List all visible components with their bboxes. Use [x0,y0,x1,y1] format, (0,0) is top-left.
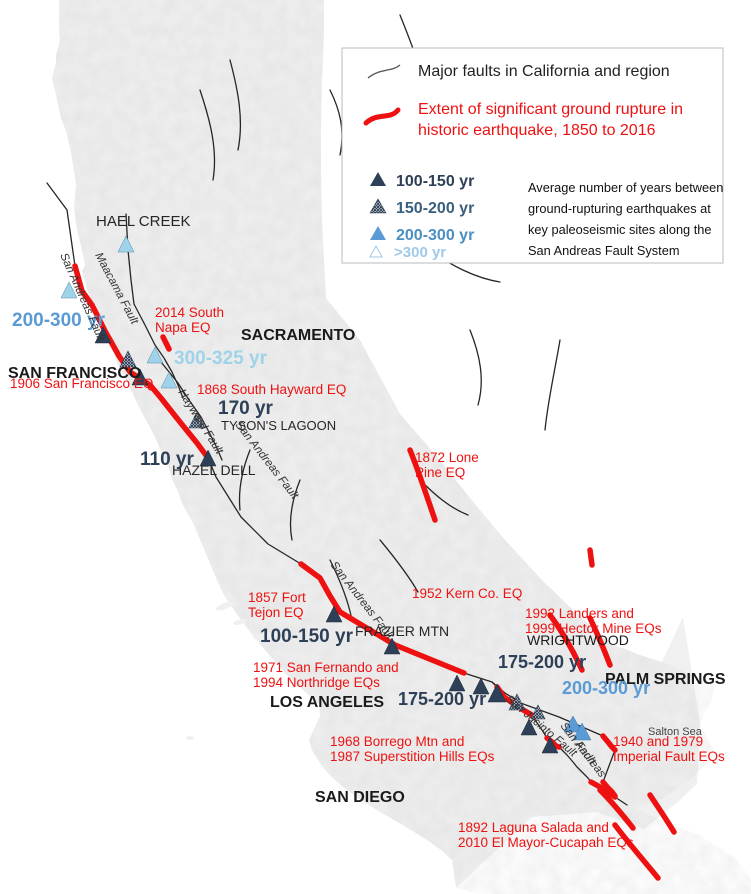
svg-text:170 yr: 170 yr [218,398,274,419]
svg-text:1906 San Francisco EQ: 1906 San Francisco EQ [10,376,153,391]
svg-text:>300 yr: >300 yr [394,244,446,261]
svg-text:SAN DIEGO: SAN DIEGO [315,789,405,806]
svg-text:Napa EQ: Napa EQ [155,320,211,335]
svg-text:2014 South: 2014 South [155,305,224,320]
svg-text:100-150 yr: 100-150 yr [260,626,354,647]
svg-text:1971 San Fernando and: 1971 San Fernando and [253,660,399,675]
svg-text:175-200 yr: 175-200 yr [398,689,486,709]
svg-text:Tejon EQ: Tejon EQ [248,605,304,620]
svg-text:Major faults in California and: Major faults in California and region [418,63,670,80]
svg-text:1952 Kern Co. EQ: 1952 Kern Co. EQ [412,586,522,601]
svg-text:ground-rupturing earthquakes a: ground-rupturing earthquakes at [528,201,711,216]
svg-text:HAEL CREEK: HAEL CREEK [96,213,190,230]
svg-text:Extent of significant ground r: Extent of significant ground rupture in [418,101,683,118]
svg-text:110 yr: 110 yr [140,449,194,470]
svg-text:1994 Northridge EQs: 1994 Northridge EQs [253,675,380,690]
svg-text:FRAZIER MTN: FRAZIER MTN [355,623,449,639]
svg-text:1968 Borrego Mtn and: 1968 Borrego Mtn and [330,734,464,749]
svg-text:key paleoseismic sites along t: key paleoseismic sites along the [528,222,712,237]
svg-text:Average number of years betwee: Average number of years between [528,180,723,195]
svg-text:100-150 yr: 100-150 yr [396,173,474,190]
svg-text:1872 Lone: 1872 Lone [415,450,479,465]
svg-text:175-200 yr: 175-200 yr [498,652,586,672]
svg-text:1987 Superstition Hills EQs: 1987 Superstition Hills EQs [330,749,495,764]
svg-text:Pine EQ: Pine EQ [415,465,465,480]
svg-text:historic earthquake, 1850 to 2: historic earthquake, 1850 to 2016 [418,122,656,139]
svg-text:1857 Fort: 1857 Fort [248,590,306,605]
svg-text:200-300 yr: 200-300 yr [562,678,650,698]
svg-text:1999 Hector Mine EQs: 1999 Hector Mine EQs [525,621,662,636]
svg-text:1892 Laguna Salada and: 1892 Laguna Salada and [458,820,609,835]
svg-text:1992 Landers and: 1992 Landers and [525,606,634,621]
svg-text:SACRAMENTO: SACRAMENTO [241,327,355,344]
svg-text:200-300 yr: 200-300 yr [396,227,474,244]
svg-text:Imperial Fault EQs: Imperial Fault EQs [613,749,725,764]
svg-text:San Andreas Fault System: San Andreas Fault System [528,243,680,258]
svg-text:1940 and 1979: 1940 and 1979 [613,734,703,749]
svg-text:LOS ANGELES: LOS ANGELES [270,694,384,711]
svg-text:300-325 yr: 300-325 yr [174,348,268,369]
svg-text:150-200 yr: 150-200 yr [396,200,474,217]
svg-text:2010 El Mayor-Cucapah EQs: 2010 El Mayor-Cucapah EQs [458,835,634,850]
svg-text:1868 South Hayward EQ: 1868 South Hayward EQ [197,382,346,397]
